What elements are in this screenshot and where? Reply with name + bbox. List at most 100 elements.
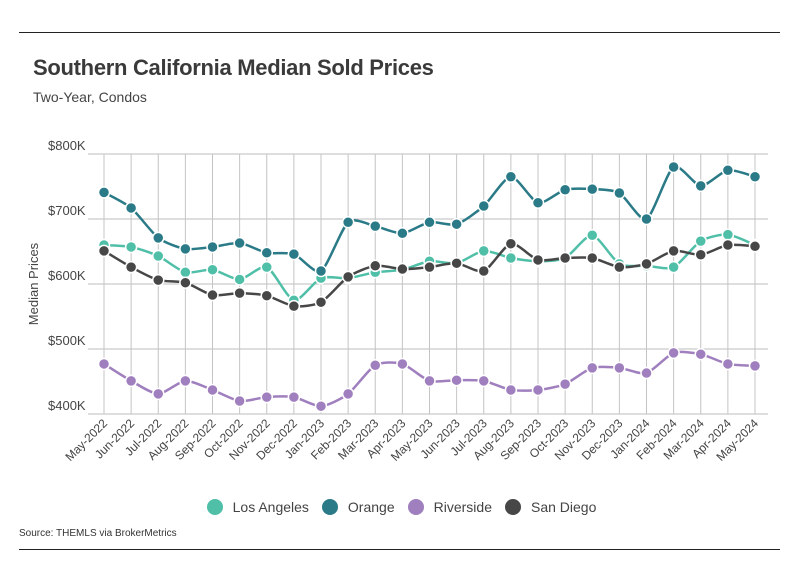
source-note: Source: THEMLS via BrokerMetrics	[19, 528, 177, 539]
series-san-diego	[97, 237, 762, 313]
legend-item: Riverside	[406, 499, 492, 515]
data-point	[152, 273, 165, 287]
data-point	[179, 276, 192, 289]
data-point	[233, 236, 246, 250]
y-tick-label: $400K	[48, 398, 86, 413]
data-point	[206, 263, 219, 276]
data-point	[721, 357, 735, 371]
data-point	[694, 234, 707, 248]
data-point	[341, 216, 355, 229]
data-point	[152, 249, 165, 263]
data-point	[287, 390, 301, 404]
data-point	[558, 377, 572, 391]
legend: Los Angeles Orange Riverside San Diego	[0, 499, 800, 515]
data-point	[152, 387, 165, 401]
data-point	[124, 201, 138, 215]
data-point	[613, 186, 626, 200]
legend-label: Orange	[347, 499, 395, 515]
series-riverside	[97, 346, 762, 413]
data-point	[233, 394, 246, 408]
data-point	[504, 383, 518, 397]
chart-title: Southern California Median Sold Prices	[33, 55, 434, 80]
data-point	[369, 359, 382, 372]
series-lines	[97, 160, 762, 413]
data-point	[586, 229, 599, 242]
data-point	[314, 264, 328, 278]
data-point	[152, 231, 165, 245]
data-point	[314, 295, 328, 309]
data-point	[558, 183, 572, 196]
data-point	[260, 289, 273, 302]
data-point	[721, 164, 735, 177]
data-point	[640, 212, 653, 226]
data-point	[396, 227, 409, 240]
y-tick-label: $700K	[48, 203, 86, 218]
data-point	[287, 247, 301, 261]
legend-label: San Diego	[530, 499, 597, 515]
data-point	[613, 361, 626, 375]
data-point	[260, 246, 273, 260]
data-point	[396, 262, 409, 276]
data-point	[531, 196, 545, 209]
data-point	[179, 242, 192, 256]
data-point	[124, 240, 138, 254]
data-point	[558, 251, 572, 265]
data-point	[124, 374, 138, 388]
legend-label: Riverside	[433, 499, 492, 515]
data-point	[613, 260, 626, 274]
y-axis: $400K $500K $600K $700K $800K	[48, 138, 86, 413]
data-point	[504, 237, 518, 250]
data-point	[694, 179, 707, 193]
series-orange	[97, 160, 762, 278]
data-point	[748, 240, 762, 253]
data-point	[423, 260, 436, 274]
data-point	[667, 244, 680, 258]
y-tick-label: $800K	[48, 138, 86, 153]
data-point	[97, 186, 111, 199]
data-point	[206, 240, 219, 254]
data-point	[667, 346, 680, 360]
data-point	[694, 347, 707, 361]
top-rule	[19, 32, 780, 33]
data-point	[450, 256, 463, 270]
data-point	[667, 160, 680, 174]
data-point	[179, 266, 192, 279]
data-point	[586, 251, 599, 265]
data-point	[667, 260, 680, 274]
data-point	[423, 374, 436, 388]
y-tick-label: $500K	[48, 333, 86, 348]
data-point	[586, 182, 599, 196]
data-point	[477, 244, 490, 258]
data-point	[233, 273, 246, 286]
data-point	[504, 251, 518, 265]
data-point	[721, 228, 735, 241]
data-point	[721, 238, 735, 252]
data-point	[504, 170, 518, 183]
data-point	[640, 257, 653, 271]
data-point	[586, 361, 599, 375]
data-point	[748, 359, 762, 373]
data-point	[341, 387, 355, 401]
legend-item: Los Angeles	[205, 499, 309, 515]
data-point	[260, 260, 273, 274]
legend-label: Los Angeles	[232, 499, 309, 515]
legend-item: Orange	[320, 499, 395, 515]
data-point	[314, 399, 328, 413]
legend-swatch	[504, 499, 521, 515]
data-point	[233, 286, 246, 300]
legend-swatch	[321, 499, 338, 515]
legend-item: San Diego	[503, 499, 596, 515]
legend-swatch	[206, 499, 223, 515]
data-point	[206, 383, 219, 397]
data-point	[477, 199, 490, 213]
data-point	[450, 373, 463, 387]
data-point	[694, 248, 707, 261]
data-point	[423, 216, 436, 229]
data-point	[179, 374, 192, 388]
data-point	[450, 217, 463, 231]
data-point	[206, 288, 219, 302]
data-point	[531, 253, 545, 267]
data-point	[369, 259, 382, 273]
chart-subtitle: Two-Year, Condos	[33, 89, 147, 105]
